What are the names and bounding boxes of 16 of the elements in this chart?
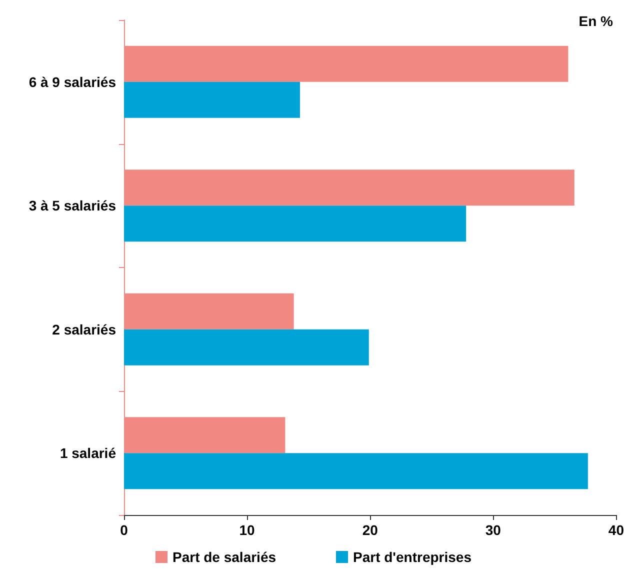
legend-label: Part d'entreprises — [353, 549, 472, 565]
bar — [124, 329, 369, 366]
annotation: En % — [578, 13, 614, 29]
x-tick-label: 0 — [120, 522, 128, 538]
x-tick-label: 40 — [608, 522, 624, 538]
legend-label: Part de salariés — [172, 549, 276, 565]
x-tick-label: 20 — [362, 522, 378, 538]
x-tick-label: 30 — [485, 522, 502, 538]
y-tick-label: 6 à 9 salariés — [28, 74, 116, 90]
y-tick-label: 3 à 5 salariés — [28, 198, 116, 214]
y-tick-label: 2 salariés — [52, 321, 116, 338]
y-tick-label: 1 salarié — [60, 445, 116, 462]
x-tick-label: 10 — [239, 522, 256, 538]
bar — [124, 82, 300, 118]
bar — [124, 206, 466, 242]
bar — [124, 453, 588, 490]
